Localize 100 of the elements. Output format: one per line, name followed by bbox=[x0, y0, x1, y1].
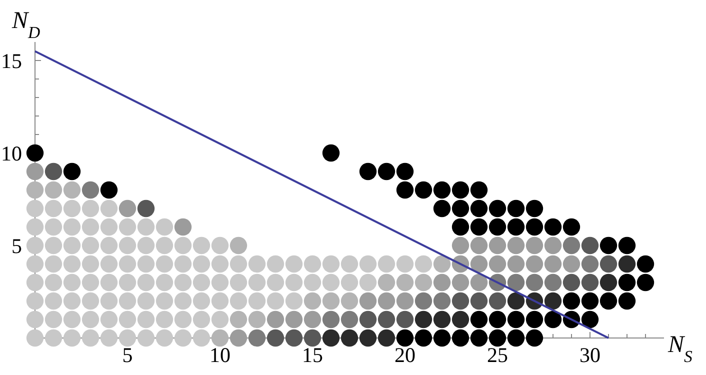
point bbox=[266, 329, 284, 347]
point bbox=[396, 292, 414, 310]
point bbox=[396, 274, 414, 292]
point bbox=[562, 218, 580, 236]
point bbox=[414, 292, 432, 310]
point bbox=[396, 181, 414, 199]
point bbox=[396, 310, 414, 328]
point bbox=[488, 218, 506, 236]
point bbox=[526, 310, 544, 328]
point bbox=[322, 144, 340, 162]
point bbox=[507, 310, 525, 328]
point bbox=[322, 292, 340, 310]
point bbox=[452, 310, 470, 328]
point bbox=[396, 162, 414, 180]
point bbox=[248, 310, 266, 328]
point bbox=[118, 200, 136, 218]
point bbox=[414, 310, 432, 328]
point bbox=[248, 329, 266, 347]
point bbox=[507, 274, 525, 292]
point bbox=[470, 218, 488, 236]
point bbox=[285, 329, 303, 347]
point bbox=[562, 292, 580, 310]
point bbox=[636, 255, 654, 273]
point bbox=[544, 292, 562, 310]
point bbox=[562, 274, 580, 292]
point bbox=[433, 200, 451, 218]
point bbox=[82, 181, 100, 199]
point bbox=[304, 310, 322, 328]
point bbox=[378, 310, 396, 328]
y-tick-label: 5 bbox=[12, 234, 22, 258]
x-axis-title: N$_{S}$ bbox=[667, 332, 694, 366]
point bbox=[636, 274, 654, 292]
point bbox=[230, 236, 248, 254]
point bbox=[304, 292, 322, 310]
point bbox=[322, 329, 340, 347]
point bbox=[507, 200, 525, 218]
point bbox=[378, 162, 396, 180]
point bbox=[600, 255, 618, 273]
point bbox=[470, 255, 488, 273]
point bbox=[618, 292, 636, 310]
point bbox=[618, 274, 636, 292]
point bbox=[526, 255, 544, 273]
x-tick-label: 20 bbox=[394, 343, 416, 367]
point bbox=[488, 310, 506, 328]
point bbox=[26, 181, 44, 199]
point bbox=[526, 218, 544, 236]
point bbox=[470, 310, 488, 328]
point bbox=[507, 329, 525, 347]
point bbox=[211, 329, 229, 347]
point bbox=[452, 181, 470, 199]
point bbox=[488, 292, 506, 310]
point bbox=[174, 218, 192, 236]
point bbox=[100, 181, 118, 199]
point bbox=[581, 236, 599, 254]
point bbox=[526, 200, 544, 218]
point bbox=[378, 274, 396, 292]
point bbox=[470, 181, 488, 199]
point bbox=[433, 274, 451, 292]
point bbox=[304, 329, 322, 347]
point bbox=[452, 329, 470, 347]
point bbox=[433, 329, 451, 347]
x-tick-label: 5 bbox=[122, 343, 133, 367]
point bbox=[452, 200, 470, 218]
point bbox=[544, 310, 562, 328]
point bbox=[600, 236, 618, 254]
point bbox=[526, 274, 544, 292]
point bbox=[618, 236, 636, 254]
y-tick-label: 15 bbox=[1, 48, 22, 73]
x-tick-label: 30 bbox=[580, 343, 600, 367]
point bbox=[452, 274, 470, 292]
point bbox=[507, 292, 525, 310]
x-tick-label: 15 bbox=[302, 343, 323, 367]
point bbox=[44, 162, 62, 180]
point bbox=[359, 329, 377, 347]
point bbox=[378, 292, 396, 310]
point bbox=[359, 292, 377, 310]
point bbox=[526, 236, 544, 254]
point bbox=[340, 329, 358, 347]
point bbox=[137, 200, 155, 218]
point bbox=[507, 236, 525, 254]
point bbox=[433, 310, 451, 328]
point bbox=[44, 181, 62, 199]
point bbox=[414, 274, 432, 292]
point bbox=[488, 200, 506, 218]
point bbox=[26, 144, 44, 162]
point bbox=[26, 162, 44, 180]
point bbox=[63, 181, 81, 199]
point bbox=[433, 255, 451, 273]
point bbox=[600, 274, 618, 292]
point bbox=[544, 218, 562, 236]
point bbox=[470, 292, 488, 310]
point bbox=[452, 236, 470, 254]
point bbox=[414, 181, 432, 199]
point bbox=[544, 236, 562, 254]
point bbox=[470, 274, 488, 292]
y-axis-title: N$_{D}$ bbox=[11, 8, 40, 42]
point bbox=[562, 255, 580, 273]
point bbox=[414, 329, 432, 347]
point bbox=[526, 329, 544, 347]
point bbox=[507, 255, 525, 273]
